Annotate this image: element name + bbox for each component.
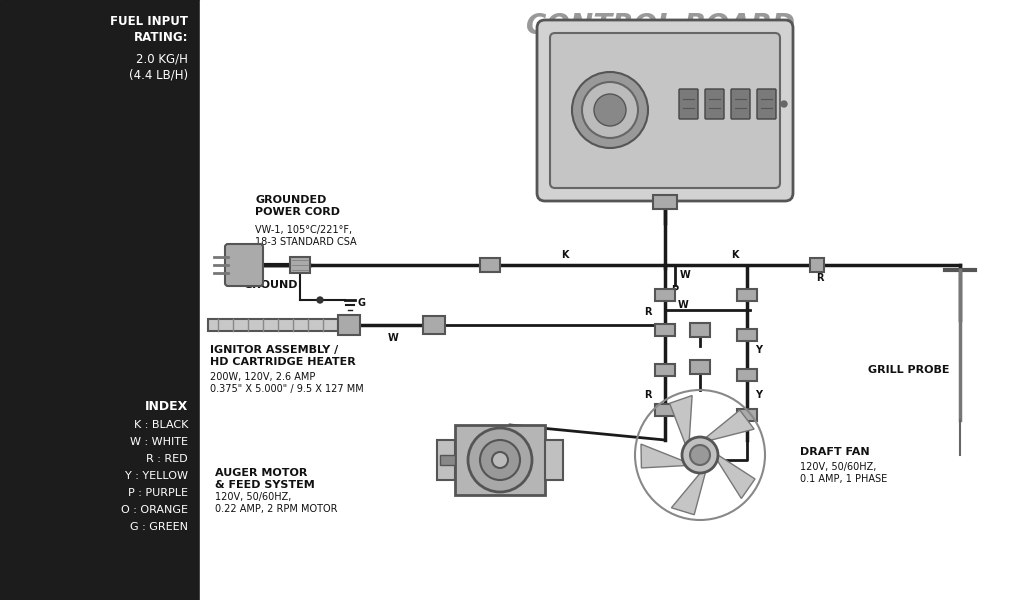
Text: W: W bbox=[680, 270, 691, 280]
Circle shape bbox=[492, 452, 508, 468]
FancyBboxPatch shape bbox=[731, 89, 750, 119]
Circle shape bbox=[317, 297, 323, 303]
FancyBboxPatch shape bbox=[537, 20, 793, 201]
Bar bbox=[545, 440, 563, 480]
Bar bbox=[653, 195, 677, 209]
Text: R: R bbox=[644, 307, 652, 317]
FancyBboxPatch shape bbox=[550, 33, 780, 188]
Text: DRAFT FAN: DRAFT FAN bbox=[800, 447, 869, 457]
Bar bbox=[655, 404, 675, 416]
FancyBboxPatch shape bbox=[705, 89, 724, 119]
Text: GRILL PROBE: GRILL PROBE bbox=[868, 365, 950, 375]
Bar bbox=[200, 0, 1024, 600]
Text: Y : YELLOW: Y : YELLOW bbox=[125, 471, 188, 481]
Polygon shape bbox=[706, 410, 754, 440]
Text: K: K bbox=[561, 250, 568, 260]
Text: Y: Y bbox=[755, 390, 762, 400]
Bar bbox=[455, 425, 545, 495]
Text: 2.0 KG/H
(4.4 LB/H): 2.0 KG/H (4.4 LB/H) bbox=[129, 52, 188, 82]
Bar bbox=[690, 360, 710, 374]
Bar bbox=[655, 324, 675, 336]
Circle shape bbox=[468, 428, 532, 492]
Bar bbox=[338, 315, 360, 335]
Text: K : BLACK: K : BLACK bbox=[133, 420, 188, 430]
Text: G : GREEN: G : GREEN bbox=[130, 522, 188, 532]
Bar bbox=[655, 364, 675, 376]
Text: W: W bbox=[388, 333, 398, 343]
Text: P : PURPLE: P : PURPLE bbox=[128, 488, 188, 498]
Text: K: K bbox=[731, 250, 738, 260]
Polygon shape bbox=[670, 395, 692, 445]
Bar bbox=[690, 323, 710, 337]
Text: O : ORANGE: O : ORANGE bbox=[121, 505, 188, 515]
Text: CONTROL BOARD: CONTROL BOARD bbox=[525, 12, 795, 40]
Bar bbox=[208, 319, 338, 331]
Text: FUEL INPUT
RATING:: FUEL INPUT RATING: bbox=[110, 15, 188, 44]
Bar bbox=[0, 0, 200, 600]
Text: IGNITOR ASSEMBLY /
HD CARTRIDGE HEATER: IGNITOR ASSEMBLY / HD CARTRIDGE HEATER bbox=[210, 345, 355, 367]
Text: R: R bbox=[816, 273, 823, 283]
Text: AUGER MOTOR
& FEED SYSTEM: AUGER MOTOR & FEED SYSTEM bbox=[215, 468, 314, 490]
Circle shape bbox=[690, 445, 710, 465]
FancyBboxPatch shape bbox=[225, 244, 263, 286]
Circle shape bbox=[682, 437, 718, 473]
Text: 200W, 120V, 2.6 AMP
0.375" X 5.000" / 9.5 X 127 MM: 200W, 120V, 2.6 AMP 0.375" X 5.000" / 9.… bbox=[210, 372, 364, 394]
Text: VW-1, 105°C/221°F,
18-3 STANDARD CSA: VW-1, 105°C/221°F, 18-3 STANDARD CSA bbox=[255, 225, 356, 247]
Text: P: P bbox=[671, 285, 678, 295]
Bar bbox=[437, 440, 455, 480]
Bar bbox=[290, 257, 310, 273]
Bar bbox=[737, 369, 757, 381]
Circle shape bbox=[582, 82, 638, 138]
Text: G: G bbox=[357, 298, 365, 308]
Text: Y: Y bbox=[755, 345, 762, 355]
Circle shape bbox=[572, 72, 648, 148]
Text: R: R bbox=[644, 390, 652, 400]
Circle shape bbox=[594, 94, 626, 126]
Text: GROUND: GROUND bbox=[243, 280, 298, 290]
Bar bbox=[737, 409, 757, 421]
Bar bbox=[737, 289, 757, 301]
Text: 120V, 50/60HZ,
0.22 AMP, 2 RPM MOTOR: 120V, 50/60HZ, 0.22 AMP, 2 RPM MOTOR bbox=[215, 492, 338, 514]
Text: W: W bbox=[678, 300, 689, 310]
Text: GROUNDED
POWER CORD: GROUNDED POWER CORD bbox=[255, 195, 340, 217]
Bar bbox=[655, 289, 675, 301]
Polygon shape bbox=[672, 472, 706, 515]
Text: 120V, 50/60HZ,
0.1 AMP, 1 PHASE: 120V, 50/60HZ, 0.1 AMP, 1 PHASE bbox=[800, 462, 887, 484]
Text: W : WHITE: W : WHITE bbox=[130, 437, 188, 447]
Text: INDEX: INDEX bbox=[144, 400, 188, 413]
Circle shape bbox=[781, 101, 787, 107]
Circle shape bbox=[480, 440, 520, 480]
Bar bbox=[423, 316, 445, 334]
Bar bbox=[480, 258, 500, 272]
FancyBboxPatch shape bbox=[679, 89, 698, 119]
Bar bbox=[810, 258, 824, 272]
Polygon shape bbox=[641, 444, 685, 468]
FancyBboxPatch shape bbox=[757, 89, 776, 119]
Bar bbox=[440, 455, 455, 465]
Text: R : RED: R : RED bbox=[146, 454, 188, 464]
Polygon shape bbox=[717, 455, 755, 499]
Bar bbox=[737, 329, 757, 341]
